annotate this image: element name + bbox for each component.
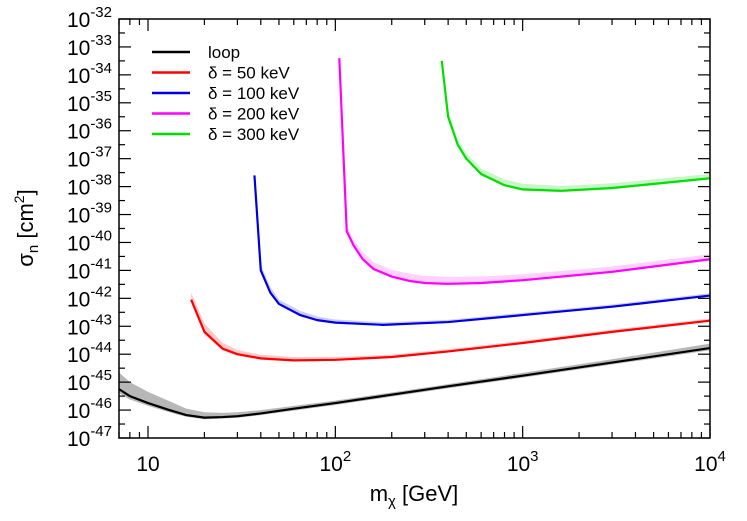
series-line-delta-50-kev	[190, 299, 710, 362]
y-tick-label: 10-40	[67, 227, 112, 255]
y-tick-label: 10-45	[67, 367, 112, 395]
y-tick-label: 10-37	[67, 144, 112, 172]
x-tick-label: 102	[319, 448, 351, 476]
legend-item-loop: loop	[152, 43, 240, 62]
major-ticks	[119, 18, 711, 439]
legend-label: δ = 300 keV	[208, 125, 300, 144]
x-tick-label-base: 10	[694, 453, 717, 476]
y-tick-label-exponent: -37	[90, 144, 112, 161]
y-axis-label-unit-pre: [cm	[13, 203, 38, 245]
y-tick-label: 10-44	[67, 339, 112, 367]
y-tick-label-exponent: -41	[90, 255, 112, 272]
y-tick-label-base: 10	[67, 177, 90, 200]
y-tick-label: 10-47	[67, 423, 112, 451]
x-tick-label: 104	[694, 448, 726, 476]
x-tick-label: 10	[136, 453, 159, 476]
y-axis-label-unit-post: ]	[13, 189, 38, 195]
y-tick-label-base: 10	[67, 428, 90, 451]
y-tick-label-base: 10	[67, 149, 90, 172]
y-tick-label-base: 10	[67, 372, 90, 395]
legend-item-delta-300-kev: δ = 300 keV	[152, 125, 300, 144]
y-tick-label-exponent: -45	[90, 367, 112, 384]
y-tick-label-base: 10	[67, 205, 90, 228]
y-tick-label-exponent: -46	[90, 395, 112, 412]
x-tick-label: 103	[507, 448, 539, 476]
y-tick-label: 10-32	[67, 4, 112, 32]
y-tick-label: 10-34	[67, 60, 112, 88]
y-tick-label-exponent: -43	[90, 311, 112, 328]
y-tick-label-base: 10	[67, 260, 90, 283]
band-delta-200-kev	[339, 55, 710, 286]
y-tick-label-base: 10	[67, 316, 90, 339]
series-line-loop	[119, 346, 710, 419]
y-tick-label: 10-46	[67, 395, 112, 423]
y-tick-label-base: 10	[67, 65, 90, 88]
legend-item-delta-200-kev: δ = 200 keV	[152, 105, 300, 124]
y-tick-label-base: 10	[67, 37, 90, 60]
legend-item-delta-100-kev: δ = 100 keV	[152, 84, 300, 103]
y-tick-label-base: 10	[67, 344, 90, 367]
y-axis-label-base: σ	[13, 253, 38, 267]
y-tick-label: 10-36	[67, 116, 112, 144]
series-line-delta-200-kev	[338, 58, 710, 285]
x-axis-label-unit: [GeV]	[396, 481, 458, 506]
y-tick-label-exponent: -38	[90, 172, 112, 189]
y-tick-label: 10-43	[67, 311, 112, 339]
minor-ticks	[118, 19, 710, 438]
y-tick-label: 10-41	[67, 255, 112, 283]
y-tick-label-exponent: -40	[90, 227, 112, 244]
y-tick-label: 10-39	[67, 200, 112, 228]
y-axis-label-sub: n	[25, 245, 42, 253]
y-tick-label-exponent: -33	[90, 32, 112, 49]
legend-item-delta-50-kev: δ = 50 keV	[152, 64, 290, 83]
y-tick-label-base: 10	[67, 288, 90, 311]
y-tick-label-exponent: -44	[90, 339, 112, 356]
x-tick-label-base: 10	[507, 453, 530, 476]
x-axis-label-base: m	[370, 481, 388, 506]
legend-label: δ = 100 keV	[208, 84, 300, 103]
y-tick-label-exponent: -32	[90, 4, 112, 21]
y-tick-labels: 10-3210-3310-3410-3510-3610-3710-3810-39…	[67, 4, 112, 451]
y-tick-label-base: 10	[67, 121, 90, 144]
x-tick-label-exponent: 2	[343, 448, 351, 465]
x-tick-label-exponent: 3	[530, 448, 538, 465]
legend-label: loop	[208, 43, 240, 62]
x-axis-label-sub: χ	[388, 493, 396, 510]
y-axis-label: σn [cm2]	[11, 189, 42, 266]
y-tick-label-base: 10	[67, 232, 90, 255]
x-axis-label: mχ [GeV]	[370, 481, 459, 510]
plot-background	[119, 19, 710, 438]
series-line-delta-300-kev	[440, 60, 710, 192]
series-lines	[119, 58, 710, 419]
y-tick-label-base: 10	[67, 400, 90, 423]
series-line-delta-100-kev	[253, 175, 710, 326]
y-tick-label-base: 10	[67, 93, 90, 116]
y-tick-label: 10-35	[67, 88, 112, 116]
y-tick-label-exponent: -35	[90, 88, 112, 105]
y-tick-label-exponent: -42	[90, 283, 112, 300]
y-tick-label: 10-38	[67, 172, 112, 200]
y-tick-label-exponent: -36	[90, 116, 112, 133]
y-tick-label: 10-42	[67, 283, 112, 311]
y-tick-label-exponent: -34	[90, 60, 112, 77]
legend-label: δ = 50 keV	[208, 64, 290, 83]
x-tick-labels: 10 102 103 104	[136, 448, 726, 476]
y-tick-label: 10-33	[67, 32, 112, 60]
y-tick-label-base: 10	[67, 9, 90, 32]
band-delta-300-kev	[441, 58, 710, 193]
x-tick-label-base: 10	[136, 453, 159, 476]
x-tick-label-exponent: 4	[718, 448, 726, 465]
y-axis-label-unit-exp: 2	[11, 195, 27, 203]
y-tick-label-exponent: -39	[90, 200, 112, 217]
x-tick-label-base: 10	[319, 453, 342, 476]
y-tick-label-exponent: -47	[90, 423, 112, 440]
legend-label: δ = 200 keV	[208, 105, 300, 124]
